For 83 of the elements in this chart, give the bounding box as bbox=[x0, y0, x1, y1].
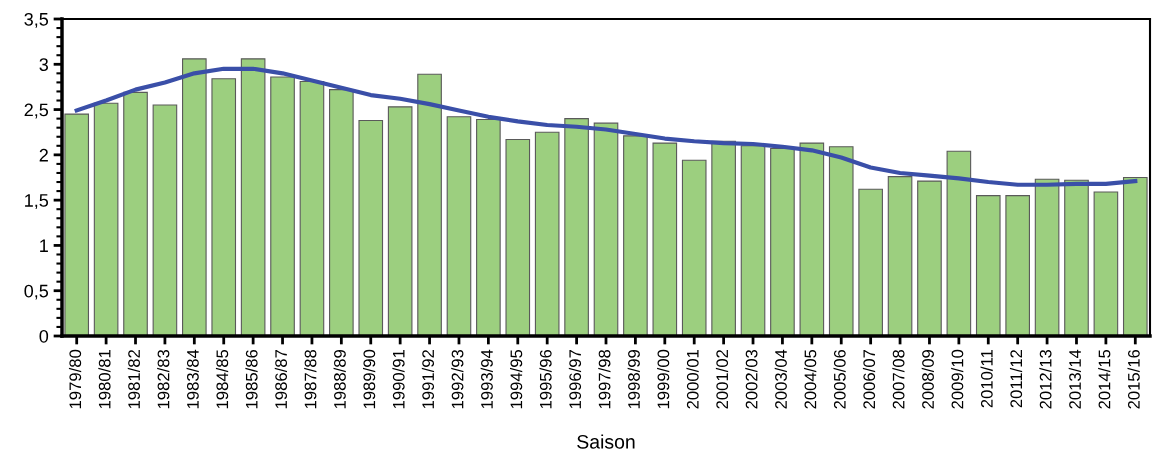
x-tick-label: 2002/03 bbox=[745, 349, 758, 409]
bar bbox=[123, 91, 148, 336]
bar bbox=[446, 116, 472, 336]
bar bbox=[593, 122, 619, 336]
x-tick-label: 1980/81 bbox=[98, 350, 111, 409]
x-tick-label: 2007/08 bbox=[892, 349, 905, 409]
x-tick-label: 2000/01 bbox=[686, 350, 699, 409]
x-tick-label: 1997/98 bbox=[598, 349, 611, 409]
bar bbox=[1005, 195, 1030, 336]
bar bbox=[1064, 179, 1089, 336]
x-tick-label: 2005/06 bbox=[833, 349, 846, 409]
x-tick-label: 1987/88 bbox=[304, 349, 317, 409]
bar bbox=[799, 142, 825, 336]
x-tick-label: 2008/09 bbox=[921, 349, 934, 409]
y-tick-label: 1,5 bbox=[25, 194, 49, 209]
bar bbox=[182, 58, 207, 336]
bar bbox=[917, 180, 942, 336]
y-tick-label: 3 bbox=[39, 58, 49, 72]
bar bbox=[770, 147, 795, 336]
bar bbox=[152, 104, 178, 336]
x-tick-label: 1991/92 bbox=[421, 350, 435, 409]
bar bbox=[1034, 178, 1060, 336]
bar bbox=[887, 176, 913, 336]
x-tick-label: 1981/82 bbox=[127, 350, 140, 409]
bar bbox=[476, 118, 501, 336]
y-tick-label: 1 bbox=[40, 239, 48, 252]
line-series bbox=[74, 66, 1138, 187]
bar bbox=[858, 188, 883, 336]
x-tick-label: 2009/10 bbox=[951, 349, 964, 409]
x-tick-label: 2012/13 bbox=[1039, 349, 1052, 409]
x-tick-label: 1996/97 bbox=[568, 350, 582, 409]
bar bbox=[387, 106, 413, 336]
bar bbox=[1122, 176, 1148, 336]
bar bbox=[270, 76, 295, 336]
bar bbox=[652, 142, 678, 336]
x-axis-title: Saison bbox=[577, 434, 635, 449]
bar bbox=[623, 135, 648, 336]
x-tick-label: 1986/87 bbox=[274, 350, 288, 409]
x-tick-label: 1999/00 bbox=[657, 349, 670, 409]
bar bbox=[299, 80, 325, 336]
bar bbox=[211, 78, 237, 336]
bar bbox=[240, 58, 266, 336]
x-tick-label: 2001/02 bbox=[715, 350, 729, 409]
x-tick-label: 2015/16 bbox=[1127, 349, 1140, 409]
y-tick-label: 2,5 bbox=[24, 103, 49, 119]
x-tick-label: 1982/83 bbox=[157, 349, 170, 409]
x-tick-label: 1994/95 bbox=[510, 349, 523, 409]
bar bbox=[946, 150, 972, 336]
x-tick-label: 1984/85 bbox=[215, 349, 229, 409]
y-tick-label: 0 bbox=[39, 329, 49, 343]
x-tick-label: 1983/84 bbox=[186, 349, 199, 409]
bar bbox=[564, 118, 589, 336]
bar bbox=[681, 159, 707, 336]
x-tick-label: 1989/90 bbox=[362, 349, 376, 409]
x-tick-label: 1992/93 bbox=[451, 349, 464, 409]
bar bbox=[828, 146, 854, 336]
x-tick-label: 2011/12 bbox=[1009, 350, 1023, 408]
x-tick-label: 2006/07 bbox=[862, 350, 876, 409]
bar bbox=[329, 89, 354, 336]
x-tick-label: 1995/96 bbox=[539, 349, 552, 409]
x-tick-label: 2014/15 bbox=[1098, 349, 1111, 409]
y-tick-label: 2 bbox=[39, 148, 48, 162]
y-tick-label: 3,5 bbox=[24, 12, 49, 28]
bar bbox=[505, 138, 531, 336]
bar bbox=[358, 119, 384, 336]
x-tick-label: 1998/99 bbox=[627, 349, 640, 409]
x-tick-label: 2003/04 bbox=[774, 349, 787, 409]
y-tick-label: 0,5 bbox=[24, 284, 49, 300]
bar bbox=[93, 102, 119, 336]
x-tick-label: 2013/14 bbox=[1068, 349, 1081, 409]
bar bbox=[64, 113, 90, 336]
x-tick-label: 2010/11 bbox=[980, 350, 993, 408]
bar bbox=[975, 195, 1001, 336]
x-tick-label: 1993/94 bbox=[480, 349, 493, 409]
x-tick-label: 1990/91 bbox=[392, 350, 405, 409]
x-tick-label: 1988/89 bbox=[333, 349, 346, 409]
x-tick-label: 1985/86 bbox=[245, 349, 258, 409]
bar bbox=[740, 145, 766, 336]
x-tick-label: 1979/80 bbox=[68, 349, 82, 409]
bar bbox=[417, 73, 442, 336]
bar bbox=[1093, 191, 1119, 336]
bar bbox=[534, 131, 560, 336]
x-tick-label: 2004/05 bbox=[804, 349, 817, 409]
